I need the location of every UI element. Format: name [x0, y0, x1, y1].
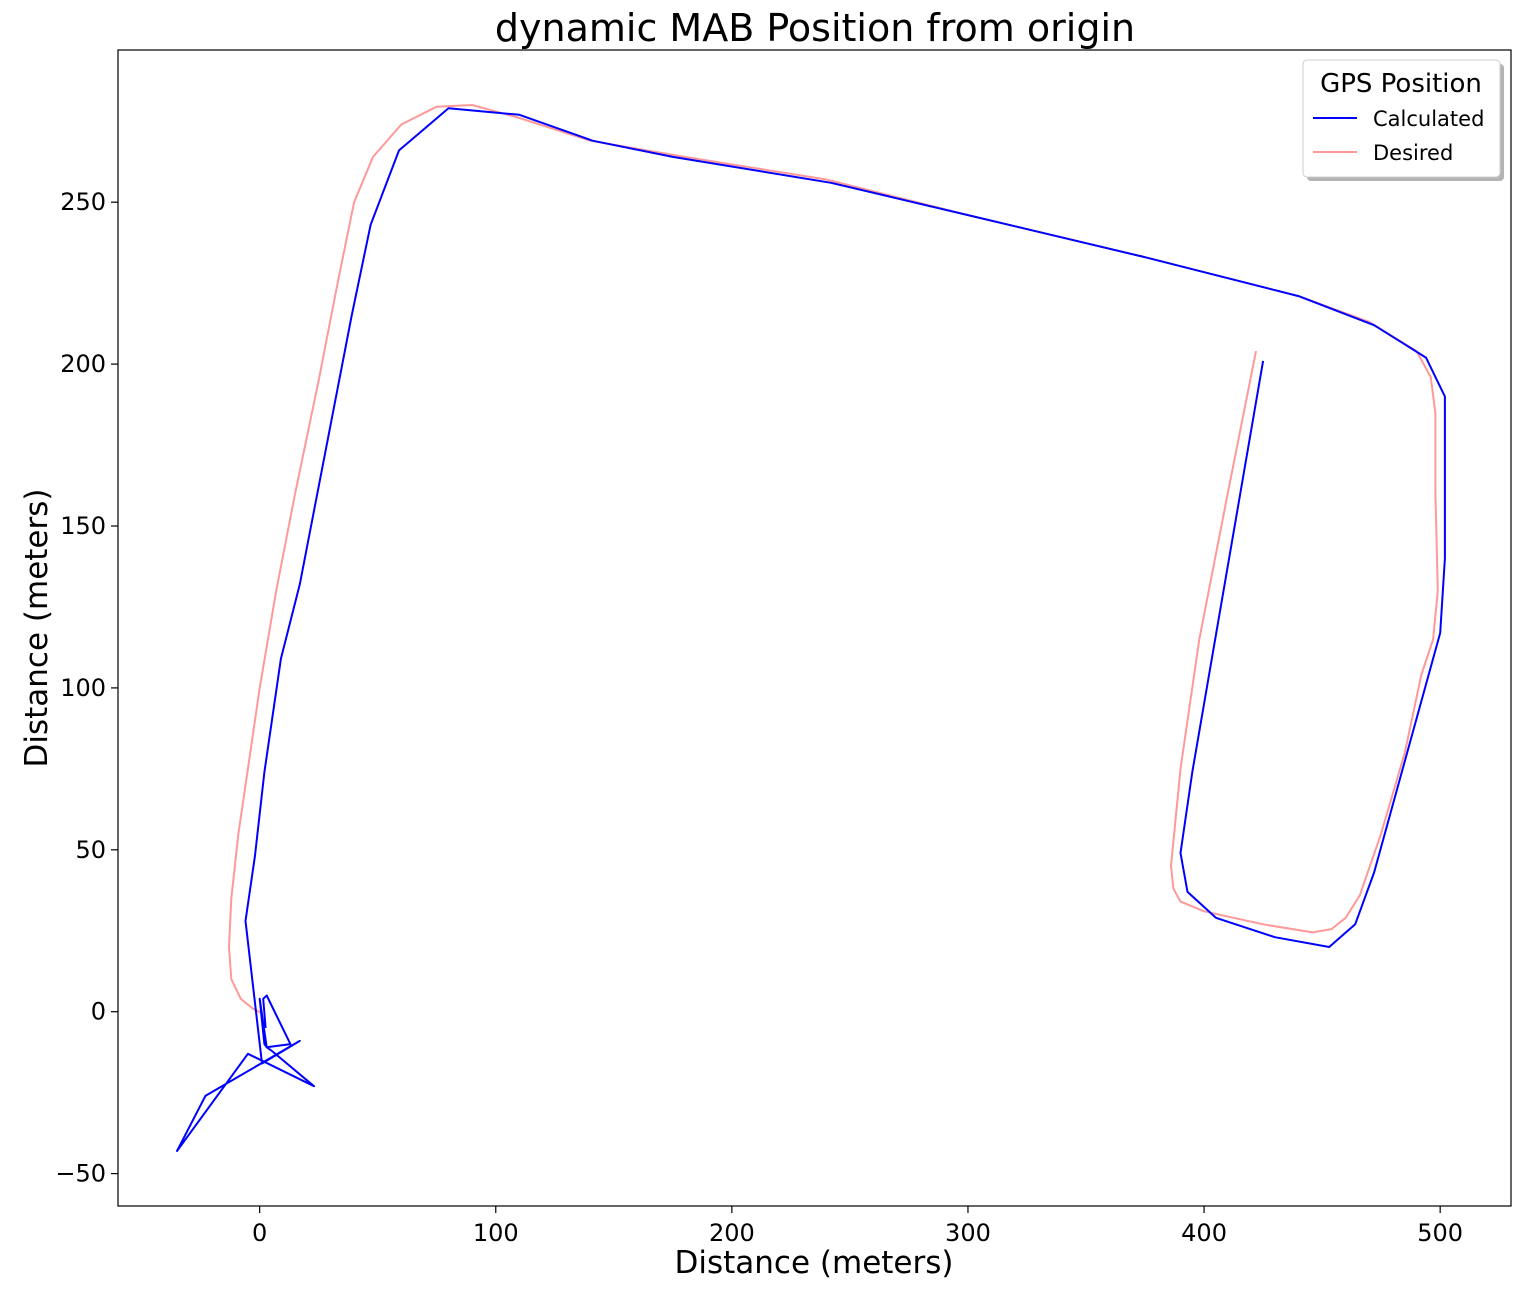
- y-axis-ticks: −50 0 50 100 150 200 250: [55, 188, 118, 1188]
- x-tick-label: 0: [252, 1219, 267, 1247]
- x-tick-label: 300: [945, 1219, 991, 1247]
- x-axis-label: Distance (meters): [675, 1245, 954, 1281]
- chart-title: dynamic MAB Position from origin: [495, 6, 1135, 50]
- y-tick-label: 0: [91, 998, 106, 1026]
- plot-frame: [117, 49, 1512, 1207]
- x-tick-label: 400: [1181, 1219, 1227, 1247]
- series-line-calculated: [176, 107, 1446, 1152]
- legend: GPS Position Calculated Desired: [1302, 59, 1504, 181]
- series-group: [176, 104, 1446, 1152]
- y-tick-label: 200: [60, 350, 106, 378]
- legend-entry-desired: Desired: [1373, 141, 1453, 165]
- legend-title: GPS Position: [1320, 69, 1482, 99]
- legend-box: [1302, 59, 1501, 178]
- y-axis-label: Distance (meters): [19, 489, 55, 768]
- y-tick-label: 250: [60, 188, 106, 216]
- x-axis-ticks: 0 100 200 300 400 500: [252, 1206, 1463, 1247]
- y-tick-label: 100: [60, 674, 106, 702]
- y-tick-label: 50: [75, 836, 106, 864]
- x-tick-label: 500: [1417, 1219, 1463, 1247]
- x-tick-label: 200: [709, 1219, 755, 1247]
- y-tick-label: 150: [60, 512, 106, 540]
- y-tick-label: −50: [55, 1160, 106, 1188]
- legend-entry-calculated: Calculated: [1373, 107, 1484, 131]
- x-tick-label: 100: [473, 1219, 519, 1247]
